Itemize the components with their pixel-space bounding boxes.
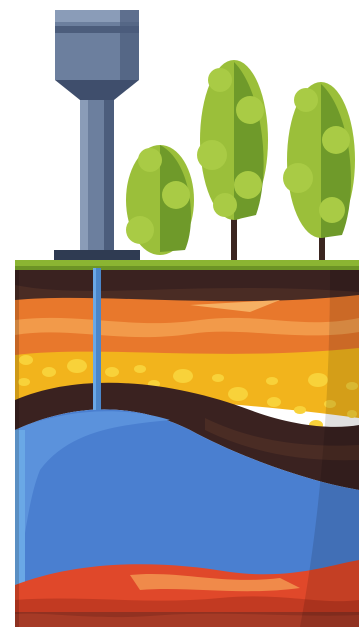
- well-pipe: [93, 268, 101, 410]
- gravel-spot: [347, 410, 357, 418]
- gravel-spot: [294, 406, 306, 414]
- grass-strip-shadow: [15, 266, 359, 270]
- tower-base: [54, 250, 140, 261]
- tower-column-highlight: [80, 100, 88, 250]
- tower-column-shadow: [104, 100, 114, 250]
- ground-side-shading: [300, 268, 359, 627]
- gravel-spot: [134, 365, 146, 373]
- tower-funnel: [55, 80, 139, 100]
- gravel-spot: [346, 382, 358, 390]
- gravel-spot: [173, 369, 193, 383]
- bedrock-streak: [130, 573, 300, 592]
- tower-tank-band: [55, 26, 139, 33]
- aquifer-water: [15, 409, 359, 592]
- gravel-spot: [42, 367, 56, 377]
- tree-right: [283, 82, 355, 262]
- tree-middle-trunk: [231, 210, 237, 262]
- tree-middle-leaf: [234, 171, 262, 199]
- tree-right-leaf: [294, 88, 318, 112]
- clay-highlight: [190, 300, 280, 312]
- tree-small-leaf: [162, 181, 190, 209]
- tree-right-leaf: [319, 197, 345, 223]
- impermeable-band: [205, 418, 359, 461]
- tree-middle-leaf: [208, 68, 232, 92]
- gravel-spot: [19, 355, 33, 365]
- grass-strip: [15, 260, 359, 270]
- tree-right-leaf: [322, 126, 350, 154]
- gravel-spot: [308, 373, 328, 387]
- aquifer-highlight: [15, 411, 170, 592]
- gravel-spot: [67, 359, 87, 373]
- tree-middle: [197, 60, 268, 262]
- tree-small-leaf: [126, 216, 154, 244]
- gravel-spot: [228, 387, 248, 401]
- water-tower: [54, 10, 140, 261]
- gravel-spot: [324, 400, 336, 408]
- tree-small: [126, 145, 194, 255]
- tree-middle-leaf: [197, 140, 227, 170]
- tree-right-trunk: [319, 215, 325, 262]
- well-pipe-highlight: [93, 268, 96, 410]
- ground-left-edge: [15, 268, 19, 627]
- tower-tank-rim: [55, 10, 139, 22]
- gravel-spot: [18, 378, 30, 386]
- bedrock-shadow: [15, 612, 359, 627]
- tree-right-leaf: [283, 163, 313, 193]
- ground-cross-section: [15, 268, 359, 627]
- gravel-spot: [105, 367, 119, 377]
- impermeable-layer: [15, 382, 359, 490]
- tree-small-leaf: [138, 148, 162, 172]
- aquifer-edge: [15, 430, 25, 600]
- gravel-spots: [18, 355, 358, 430]
- tower-tank-shadow: [120, 10, 139, 80]
- well-pipe-body: [93, 268, 101, 410]
- gravel-spot: [212, 374, 224, 382]
- tree-middle-leaf: [236, 96, 264, 124]
- bedrock-band: [15, 596, 359, 618]
- gravel-spot: [266, 377, 278, 385]
- gravel-spot: [267, 397, 281, 407]
- tree-middle-leaf: [213, 193, 237, 217]
